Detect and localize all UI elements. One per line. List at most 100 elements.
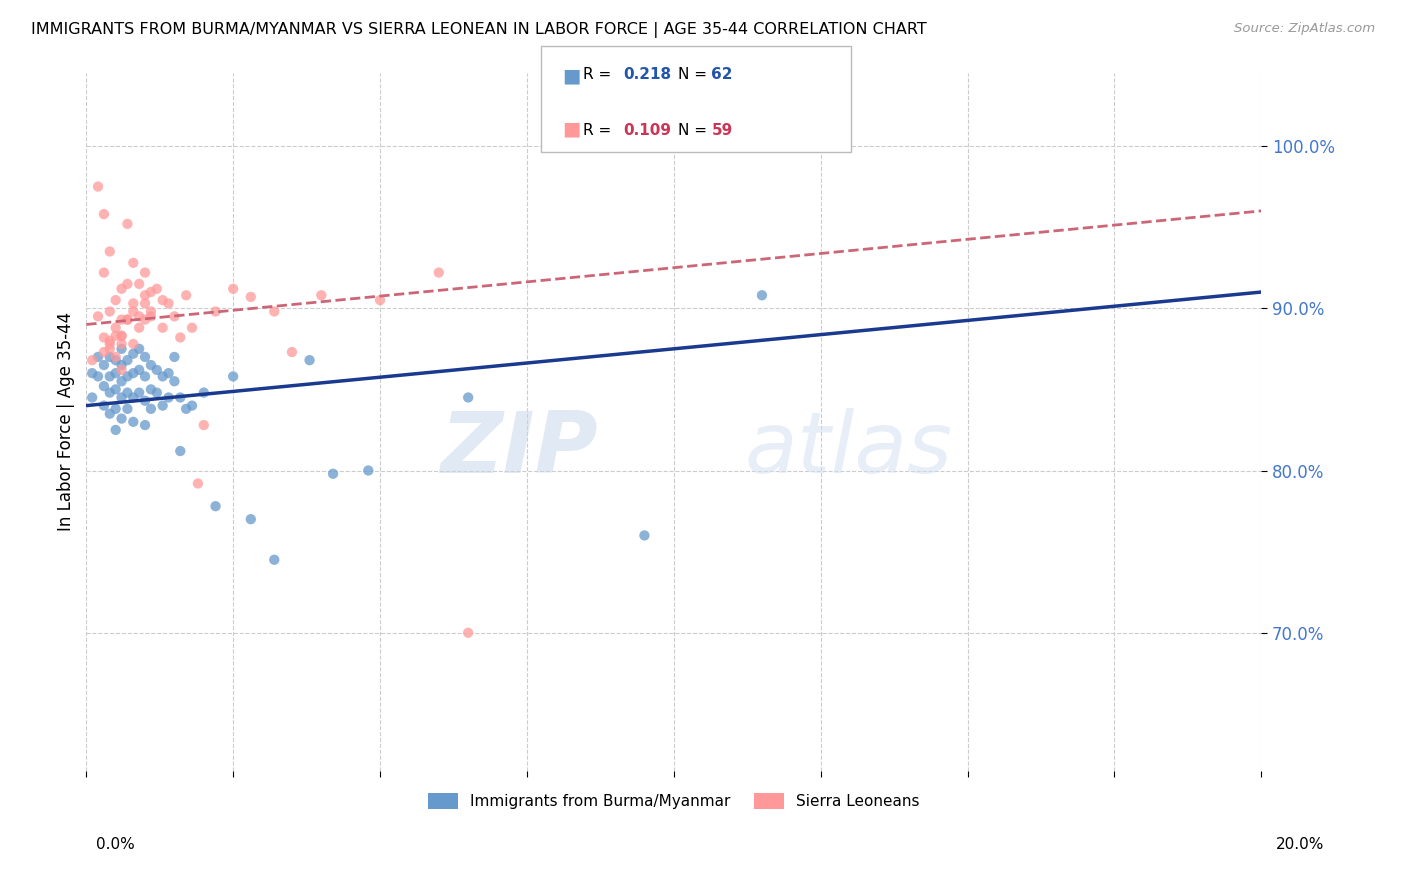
- Point: [110, 363, 132, 377]
- Point: [122, 296, 145, 310]
- Point: [93, 207, 115, 221]
- Point: [117, 385, 139, 400]
- Point: [146, 385, 169, 400]
- Point: [110, 374, 132, 388]
- Point: [104, 383, 127, 397]
- Point: [122, 256, 145, 270]
- Point: [128, 310, 150, 324]
- Point: [139, 358, 162, 372]
- Point: [110, 391, 132, 405]
- Point: [128, 277, 150, 291]
- Point: [122, 366, 145, 380]
- Point: [122, 337, 145, 351]
- Point: [110, 328, 132, 343]
- Point: [169, 444, 191, 458]
- Point: [169, 391, 191, 405]
- Point: [93, 345, 115, 359]
- Point: [239, 290, 262, 304]
- Point: [104, 320, 127, 334]
- Point: [222, 282, 245, 296]
- Point: [157, 366, 180, 380]
- Point: [104, 366, 127, 380]
- Point: [134, 266, 156, 280]
- Point: [181, 320, 204, 334]
- Point: [139, 285, 162, 299]
- Point: [128, 342, 150, 356]
- Point: [104, 328, 127, 343]
- Text: N =: N =: [678, 67, 711, 82]
- Text: 59: 59: [711, 123, 733, 138]
- Point: [110, 337, 132, 351]
- Point: [152, 369, 174, 384]
- Point: [222, 369, 245, 384]
- Point: [427, 266, 450, 280]
- Point: [157, 391, 180, 405]
- Point: [152, 320, 174, 334]
- Point: [263, 304, 285, 318]
- Point: [169, 330, 191, 344]
- Point: [82, 353, 104, 368]
- Point: [93, 358, 115, 372]
- Point: [163, 310, 186, 324]
- Text: N =: N =: [678, 123, 711, 138]
- Point: [239, 512, 262, 526]
- Point: [122, 415, 145, 429]
- Point: [128, 363, 150, 377]
- Point: [104, 401, 127, 416]
- Point: [368, 293, 391, 307]
- Point: [98, 369, 121, 384]
- Text: IMMIGRANTS FROM BURMA/MYANMAR VS SIERRA LEONEAN IN LABOR FORCE | AGE 35-44 CORRE: IMMIGRANTS FROM BURMA/MYANMAR VS SIERRA …: [31, 22, 927, 38]
- Point: [93, 330, 115, 344]
- Point: [93, 266, 115, 280]
- Point: [298, 353, 321, 368]
- Point: [93, 379, 115, 393]
- Point: [163, 374, 186, 388]
- Point: [204, 304, 226, 318]
- Point: [134, 312, 156, 326]
- Point: [110, 282, 132, 296]
- Point: [110, 342, 132, 356]
- Point: [193, 385, 215, 400]
- Point: [98, 350, 121, 364]
- Point: [98, 334, 121, 348]
- Point: [134, 369, 156, 384]
- Point: [128, 320, 150, 334]
- Point: [633, 528, 655, 542]
- Point: [82, 391, 104, 405]
- Point: [110, 328, 132, 343]
- Point: [117, 401, 139, 416]
- Point: [87, 310, 110, 324]
- Point: [82, 366, 104, 380]
- Point: [139, 383, 162, 397]
- Point: [128, 385, 150, 400]
- Point: [146, 282, 169, 296]
- Point: [181, 399, 204, 413]
- Point: [117, 277, 139, 291]
- Point: [134, 418, 156, 433]
- Text: 0.218: 0.218: [623, 67, 671, 82]
- Point: [98, 407, 121, 421]
- Point: [263, 553, 285, 567]
- Point: [174, 401, 197, 416]
- Text: atlas: atlas: [744, 409, 952, 491]
- Text: 62: 62: [711, 67, 733, 82]
- Point: [163, 350, 186, 364]
- Point: [98, 304, 121, 318]
- Point: [134, 350, 156, 364]
- Point: [98, 244, 121, 259]
- Point: [98, 337, 121, 351]
- Point: [110, 411, 132, 425]
- Point: [98, 385, 121, 400]
- Point: [104, 350, 127, 364]
- Point: [117, 353, 139, 368]
- Text: ■: ■: [562, 120, 581, 138]
- Text: 20.0%: 20.0%: [1277, 837, 1324, 852]
- Y-axis label: In Labor Force | Age 35-44: In Labor Force | Age 35-44: [58, 312, 75, 532]
- Point: [457, 391, 479, 405]
- Point: [134, 393, 156, 408]
- Point: [93, 399, 115, 413]
- Point: [117, 312, 139, 326]
- Text: R =: R =: [583, 67, 617, 82]
- Point: [281, 345, 304, 359]
- Point: [87, 179, 110, 194]
